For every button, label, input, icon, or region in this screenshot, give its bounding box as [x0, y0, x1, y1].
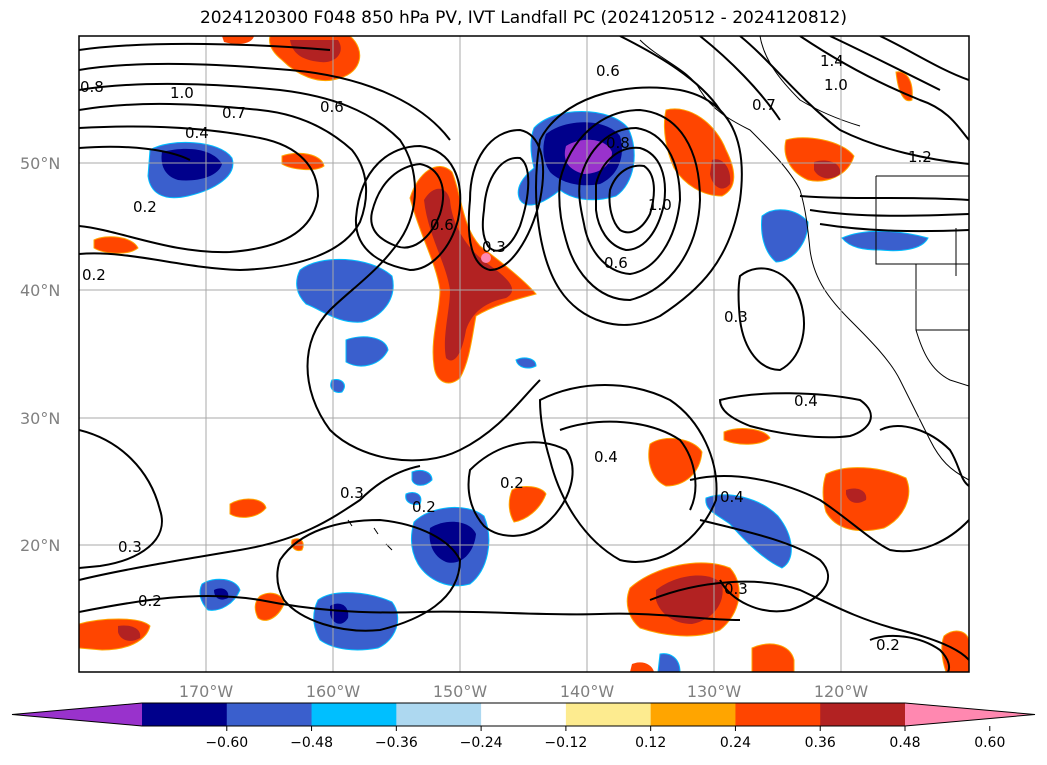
colorbar-tick-label: −0.48 [290, 735, 333, 751]
colorbar-tick-label: 0.60 [974, 735, 1005, 751]
lat-label: 20°N [20, 536, 60, 555]
contour-label: 0.2 [876, 636, 900, 654]
contour-label: 0.3 [724, 308, 748, 326]
contour-label: 0.4 [594, 448, 618, 466]
lat-label: 50°N [20, 154, 60, 173]
lat-label: 40°N [20, 281, 60, 300]
colorbar-tick-label: −0.24 [460, 735, 503, 751]
contour-label: 0.2 [138, 592, 162, 610]
contour-label: 0.8 [80, 78, 104, 96]
colorbar: −0.60 −0.48 −0.36 −0.24 −0.12 0.12 0.24 0.36 0.4… [12, 703, 1035, 751]
colorbar-segment [820, 703, 905, 726]
contour-label: 0.6 [604, 254, 628, 272]
lon-label: 130°W [687, 682, 742, 701]
contour-label: 1.0 [824, 76, 848, 94]
colorbar-tick-label: −0.12 [544, 735, 587, 751]
colorbar-segment [227, 703, 312, 726]
contour-label: 0.7 [752, 96, 776, 114]
colorbar-tick-label: 0.36 [805, 735, 836, 751]
contour-label: 1.0 [648, 196, 672, 214]
lon-label: 140°W [560, 682, 615, 701]
lat-label: 30°N [20, 409, 60, 428]
colorbar-segment [142, 703, 227, 726]
contour-label: 0.6 [430, 216, 454, 234]
contour-label: 0.6 [596, 62, 620, 80]
contour-label: 0.2 [133, 198, 157, 216]
colorbar-segment [396, 703, 481, 726]
colorbar-segment [651, 703, 736, 726]
colorbar-segment [312, 703, 397, 726]
contour-label: 0.6 [320, 98, 344, 116]
colorbar-tick-label: 0.24 [720, 735, 751, 751]
longitude-labels: 170°W 160°W 150°W 140°W 130°W 120°W [179, 682, 869, 701]
contour-label: 0.2 [82, 266, 106, 284]
contour-label: 0.8 [606, 134, 630, 152]
latitude-labels: 50°N 40°N 30°N 20°N [20, 154, 60, 555]
contour-label: 0.4 [720, 488, 744, 506]
colorbar-tick-label: −0.60 [205, 735, 248, 751]
colorbar-extend-low [12, 703, 142, 726]
contour-label: 1.4 [820, 52, 844, 70]
lon-label: 170°W [179, 682, 234, 701]
contour-label: 1.2 [908, 148, 932, 166]
colorbar-segment [566, 703, 651, 726]
contour-label: 0.4 [794, 392, 818, 410]
colorbar-segment [735, 703, 820, 726]
lon-label: 150°W [433, 682, 488, 701]
contour-label: 0.2 [412, 498, 436, 516]
contour-label: 0.3 [724, 580, 748, 598]
colorbar-tick-label: 0.12 [635, 735, 666, 751]
lon-label: 120°W [814, 682, 869, 701]
contour-label: 1.0 [170, 84, 194, 102]
colorbar-segment [481, 703, 566, 726]
contour-label: 0.3 [482, 238, 506, 256]
lon-label: 160°W [306, 682, 361, 701]
contour-label: 0.2 [500, 474, 524, 492]
colorbar-tick-label: −0.36 [375, 735, 418, 751]
contour-label: 0.3 [340, 484, 364, 502]
colorbar-extend-high [905, 703, 1035, 726]
contour-label: 0.4 [185, 124, 209, 142]
colorbar-tick-label: 0.48 [889, 735, 920, 751]
contour-label: 0.3 [118, 538, 142, 556]
contour-label: 0.7 [222, 104, 246, 122]
